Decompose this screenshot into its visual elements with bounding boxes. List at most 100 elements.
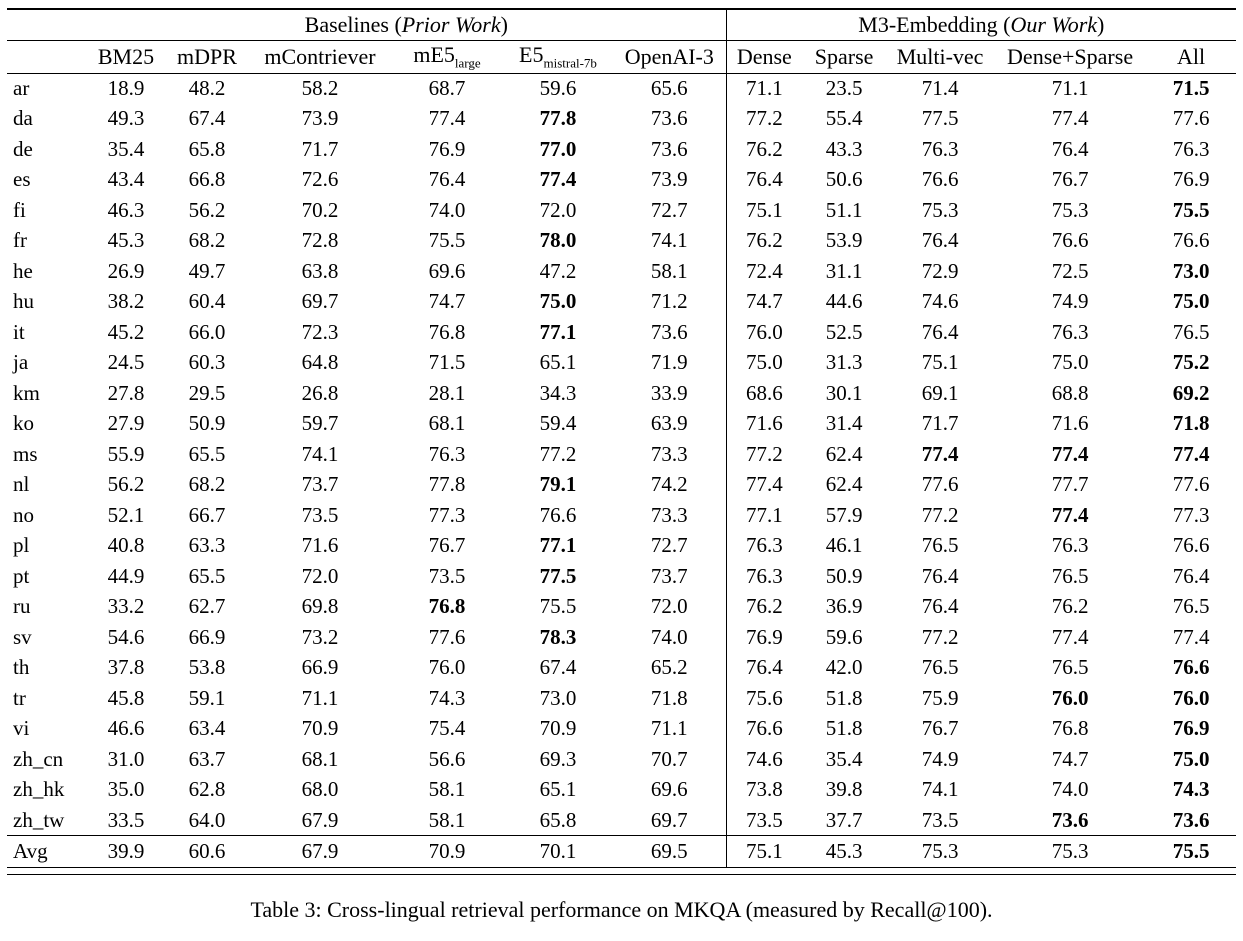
table-cell: 56.6 — [428, 746, 466, 771]
table-cell: 77.4 — [725, 469, 803, 500]
table-row-de: de 35.4 65.8 71.7 76.9 77.0 73.6 76.2 43.3 76.3 76… — [7, 134, 1236, 165]
table-cell: 73.6 — [650, 136, 688, 161]
avg-row: Avg 39.9 60.6 67.9 70.9 70.1 69.5 75.1 45.3 75.3 7… — [7, 835, 1237, 868]
table-cell: 74.3 — [1172, 777, 1210, 802]
table-cell: 75.2 — [1172, 350, 1210, 375]
table-cell: 77.2 — [539, 441, 577, 466]
table-cell: 74.9 — [1051, 289, 1089, 314]
table-cell: 71.7 — [301, 136, 339, 161]
table-cell: 72.7 — [650, 533, 688, 558]
table-cell: 43.4 — [107, 167, 145, 192]
table-cell: 73.5 — [725, 805, 803, 836]
table-cell: 38.2 — [107, 289, 145, 314]
table-cell: 74.7 — [725, 286, 803, 317]
row-label: hu — [13, 289, 34, 314]
group-header-m3-embedding: M3-Embedding (Our Work) — [725, 9, 1237, 41]
table-cell: 72.3 — [301, 319, 339, 344]
table-cell: 44.9 — [107, 563, 145, 588]
group-header-baselines: Baselines (Prior Work) — [87, 9, 727, 41]
table-cell: 37.8 — [107, 655, 145, 680]
table-cell: 52.1 — [107, 502, 145, 527]
table-cell: 60.6 — [165, 835, 249, 868]
table-cell: 73.6 — [1172, 807, 1210, 832]
table-cell: 66.8 — [188, 167, 226, 192]
table-row-vi: vi 46.6 63.4 70.9 75.4 70.9 71.1 76.6 51.8 76.7 76… — [7, 713, 1236, 744]
table-cell: 65.1 — [539, 350, 577, 375]
table-cell: 71.8 — [650, 685, 688, 710]
table-cell: 46.3 — [107, 197, 145, 222]
table-cell: 67.9 — [301, 807, 339, 832]
table-cell: 71.5 — [1172, 76, 1210, 100]
table-cell: 36.9 — [825, 594, 863, 619]
table-cell: 76.9 — [1172, 716, 1210, 741]
table-cell: 77.8 — [428, 472, 466, 497]
column-header-row: BM25 mDPR mContriever mE5large E5mistral-7b O… — [7, 40, 1237, 74]
table-cell: 75.0 — [725, 347, 803, 378]
table-cell: 23.5 — [825, 76, 863, 100]
column-header-mcontriever: mContriever — [249, 40, 391, 74]
table-cell: 74.9 — [921, 746, 959, 771]
table-cell: 77.2 — [725, 439, 803, 470]
column-header-dense-sparse: Dense+Sparse — [994, 40, 1147, 74]
row-label: ja — [13, 350, 29, 375]
table-cell: 78.0 — [539, 228, 577, 253]
row-label: ar — [13, 76, 30, 100]
table-row-pt: pt 44.9 65.5 72.0 73.5 77.5 73.7 76.3 50.9 76.4 76… — [7, 561, 1236, 592]
row-label: vi — [13, 716, 30, 741]
table-cell: 76.7 — [921, 716, 959, 741]
row-label: he — [13, 258, 33, 283]
table-cell: 58.1 — [650, 258, 688, 283]
table-cell: 63.7 — [188, 746, 226, 771]
table-cell: 59.7 — [301, 411, 339, 436]
table-cell: 76.5 — [1172, 594, 1210, 619]
table-cell: 77.3 — [1172, 502, 1210, 527]
table-cell: 66.0 — [188, 319, 226, 344]
table-cell: 72.7 — [650, 197, 688, 222]
table-row-zh_tw: zh_tw 33.5 64.0 67.9 58.1 65.8 69.7 73.5 37.7 73.… — [7, 805, 1236, 836]
table-cell: 67.9 — [249, 835, 391, 868]
table-cell: 71.1 — [301, 685, 339, 710]
table-row-pl: pl 40.8 63.3 71.6 76.7 77.1 72.7 76.3 46.1 76.5 76… — [7, 530, 1236, 561]
table-cell: 42.0 — [825, 655, 863, 680]
table-cell: 62.4 — [825, 472, 863, 497]
row-label: de — [13, 136, 33, 161]
row-label: pl — [13, 533, 30, 558]
table-cell: 65.6 — [650, 76, 688, 100]
table-row-nl: nl 56.2 68.2 73.7 77.8 79.1 74.2 77.4 62.4 77.6 77… — [7, 469, 1236, 500]
table-cell: 51.8 — [825, 685, 863, 710]
table-cell: 74.7 — [1051, 746, 1089, 771]
table-cell: 75.0 — [1051, 350, 1089, 375]
table-cell: 59.6 — [539, 76, 577, 100]
row-label: th — [13, 655, 30, 680]
row-label: pt — [13, 563, 30, 588]
table-cell: 76.4 — [428, 167, 466, 192]
table-cell: 71.6 — [725, 408, 803, 439]
column-header-all: All — [1146, 40, 1237, 74]
table-cell: 76.5 — [1172, 319, 1210, 344]
table-cell: 77.3 — [428, 502, 466, 527]
table-cell: 63.8 — [301, 258, 339, 283]
table-cell: 73.7 — [650, 563, 688, 588]
table-row-ru: ru 33.2 62.7 69.8 76.8 75.5 72.0 76.2 36.9 76.4 76… — [7, 591, 1236, 622]
table-cell: 75.0 — [1172, 746, 1210, 771]
table-cell: 77.1 — [539, 533, 577, 558]
table-cell: 75.1 — [921, 350, 959, 375]
table-cell: 77.6 — [1172, 472, 1210, 497]
column-header-mdpr: mDPR — [165, 40, 249, 74]
table-cell: 77.2 — [921, 502, 959, 527]
table-cell: 26.8 — [301, 380, 339, 405]
table-cell: 33.5 — [107, 807, 145, 832]
table-cell: 72.0 — [539, 197, 577, 222]
table-cell: 53.8 — [188, 655, 226, 680]
table-cell: 76.0 — [725, 317, 803, 348]
table-cell: 31.1 — [825, 258, 863, 283]
table-cell: 69.6 — [428, 258, 466, 283]
row-label: zh_tw — [13, 807, 65, 832]
table-cell: 77.1 — [539, 319, 577, 344]
table-cell: 75.6 — [725, 683, 803, 714]
table-row-ms: ms 55.9 65.5 74.1 76.3 77.2 73.3 77.2 62.4 77.4 77… — [7, 439, 1236, 470]
table-cell: 71.5 — [428, 350, 466, 375]
table-cell: 76.3 — [1051, 319, 1089, 344]
table-cell: 67.4 — [188, 106, 226, 131]
table-cell: 58.1 — [428, 807, 466, 832]
